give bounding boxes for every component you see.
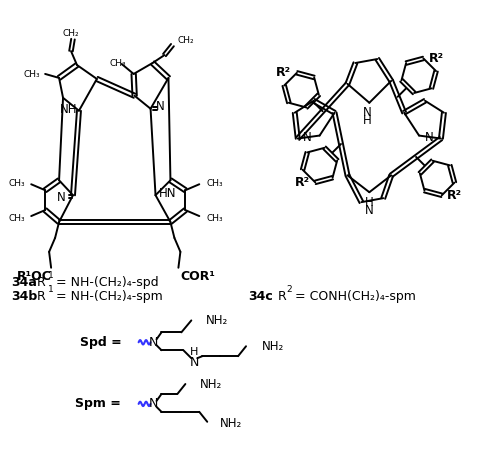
Text: R²: R²	[448, 189, 462, 202]
Text: N: N	[363, 106, 372, 119]
Text: R²: R²	[429, 51, 444, 64]
Text: NH₂: NH₂	[262, 340, 284, 353]
Text: Spd =: Spd =	[80, 336, 126, 349]
Text: 34b: 34b	[12, 290, 38, 303]
Text: H: H	[363, 114, 372, 127]
Text: N: N	[56, 191, 66, 204]
Text: 34c: 34c	[248, 290, 273, 303]
Text: CH₃: CH₃	[8, 213, 25, 222]
Text: R²: R²	[276, 66, 291, 79]
Text: R: R	[33, 276, 46, 289]
Text: HN: HN	[158, 187, 176, 200]
Text: = NH-(CH₂)₄-spm: = NH-(CH₂)₄-spm	[52, 290, 163, 303]
Text: H: H	[365, 196, 374, 209]
Text: CH₃: CH₃	[8, 179, 25, 188]
Text: 1: 1	[48, 271, 54, 280]
Text: Spm =: Spm =	[76, 397, 126, 410]
Text: R: R	[270, 290, 286, 303]
Text: N: N	[149, 336, 158, 349]
Text: CH₃: CH₃	[110, 59, 126, 68]
Text: = CONH(CH₂)₄-spm: = CONH(CH₂)₄-spm	[291, 290, 416, 303]
Text: R: R	[33, 290, 46, 303]
Text: R¹OC: R¹OC	[17, 270, 51, 283]
Text: CH₃: CH₃	[206, 213, 223, 222]
Text: N: N	[190, 356, 199, 368]
Text: H: H	[190, 347, 198, 357]
Text: 2: 2	[287, 285, 292, 294]
Text: N: N	[149, 397, 158, 410]
Text: 1: 1	[48, 285, 54, 294]
Text: CH₂: CH₂	[178, 36, 194, 45]
Text: CH₂: CH₂	[62, 29, 80, 38]
Text: NH₂: NH₂	[200, 377, 222, 391]
Text: CH₃: CH₃	[206, 179, 223, 188]
Text: R²: R²	[294, 176, 310, 189]
Text: 34a: 34a	[12, 276, 37, 289]
Text: NH₂: NH₂	[220, 417, 242, 430]
Text: NH₂: NH₂	[206, 314, 229, 327]
Text: = NH-(CH₂)₄-spd: = NH-(CH₂)₄-spd	[52, 276, 158, 289]
Text: N: N	[304, 131, 312, 144]
Text: N: N	[365, 203, 374, 216]
Text: CH₃: CH₃	[24, 70, 40, 79]
Text: N: N	[156, 100, 165, 113]
Text: NH: NH	[60, 103, 78, 116]
Text: COR¹: COR¹	[181, 270, 216, 283]
Text: N: N	[424, 131, 434, 144]
